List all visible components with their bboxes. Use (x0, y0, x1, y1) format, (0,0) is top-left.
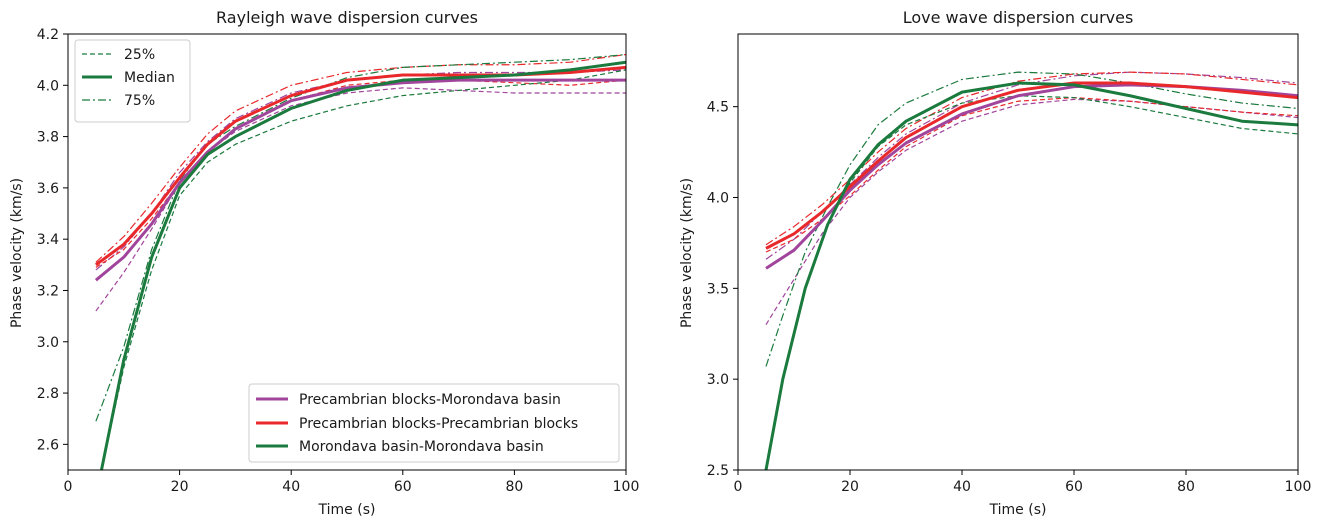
rayleigh-y-axis-label: Phase velocity (km/s) (9, 178, 25, 328)
legend-pm-label: Precambrian blocks-Morondava basin (299, 392, 561, 408)
rayleigh-group-legend: Precambrian blocks-Morondava basin Preca… (248, 383, 620, 463)
series-pp-75pct (765, 71, 1298, 246)
y-tick-label: 3.0 (707, 372, 729, 388)
y-tick-label: 4.5 (707, 100, 729, 116)
series-pp-25pct (765, 96, 1298, 253)
x-tick-label: 20 (171, 479, 189, 495)
y-tick-label: 3.6 (37, 181, 59, 197)
series-pm-median (765, 83, 1298, 270)
y-tick-label: 3.4 (37, 232, 59, 248)
rayleigh-axes-frame (67, 33, 627, 471)
legend-25pct-label: 25% (124, 47, 155, 63)
x-tick-label: 100 (613, 479, 640, 495)
series-mm-median (764, 81, 1298, 470)
y-tick-label: 3.2 (37, 283, 59, 299)
legend-median-label: Median (124, 70, 175, 86)
y-tick-label: 3.5 (707, 281, 729, 297)
rayleigh-axis-ticks: 0 20 40 60 80 100 2.6 2.8 3.0 3.2 3.4 3.6 3.8 4.0 4.2 (37, 27, 640, 495)
love-plot-area (764, 71, 1298, 470)
series-pm-median (94, 78, 626, 282)
rayleigh-chart-panel: Rayleigh wave dispersion curves Time (s)… (9, 8, 639, 518)
series-mm-75pct (765, 71, 1298, 367)
y-tick-label: 2.8 (37, 386, 59, 402)
stat-legend-box (74, 39, 191, 123)
series-mm-25pct (765, 95, 1298, 470)
x-tick-label: 40 (953, 479, 971, 495)
rayleigh-chart-title: Rayleigh wave dispersion curves (216, 8, 478, 27)
group-legend-box (248, 383, 620, 463)
x-tick-label: 20 (841, 479, 859, 495)
love-axis-ticks: 0 20 40 60 80 100 2.5 3.0 3.5 4.0 4.5 (707, 100, 1312, 495)
y-tick-label: 4.0 (707, 191, 729, 207)
love-chart-title: Love wave dispersion curves (903, 8, 1134, 27)
series-pp-75pct (95, 53, 626, 263)
x-tick-label: 40 (282, 479, 300, 495)
series-pm-75pct (95, 69, 626, 271)
rayleigh-stat-legend: 25% Median 75% (74, 39, 191, 123)
y-tick-label: 3.8 (37, 130, 59, 146)
y-tick-label: 2.6 (37, 437, 59, 453)
love-y-axis-label: Phase velocity (km/s) (679, 178, 695, 328)
legend-75pct-label: 75% (124, 93, 155, 109)
rayleigh-x-axis-label: Time (s) (318, 502, 376, 518)
x-tick-label: 60 (394, 479, 412, 495)
series-mm-25pct (100, 69, 626, 470)
x-tick-label: 80 (1177, 479, 1195, 495)
y-tick-label: 4.0 (37, 78, 59, 94)
series-mm-75pct (95, 53, 626, 422)
x-tick-label: 80 (505, 479, 523, 495)
series-pm-25pct (765, 98, 1298, 325)
x-tick-label: 0 (64, 479, 73, 495)
love-x-axis-label: Time (s) (989, 502, 1047, 518)
love-axes-frame (737, 33, 1299, 471)
y-tick-label: 4.2 (37, 27, 59, 43)
y-tick-label: 3.0 (37, 335, 59, 351)
x-tick-label: 100 (1285, 479, 1312, 495)
series-pm-25pct (95, 87, 626, 312)
rayleigh-plot-area (94, 53, 626, 470)
love-chart-panel: Love wave dispersion curves Time (s) Pha… (679, 8, 1311, 518)
legend-mm-label: Morondava basin-Morondava basin (299, 439, 544, 455)
series-mm-median (100, 60, 626, 470)
legend-pp-label: Precambrian blocks-Precambrian blocks (299, 416, 578, 432)
x-tick-label: 0 (734, 479, 743, 495)
y-tick-label: 2.5 (707, 463, 729, 479)
x-tick-label: 60 (1065, 479, 1083, 495)
series-pp-median (765, 81, 1298, 250)
